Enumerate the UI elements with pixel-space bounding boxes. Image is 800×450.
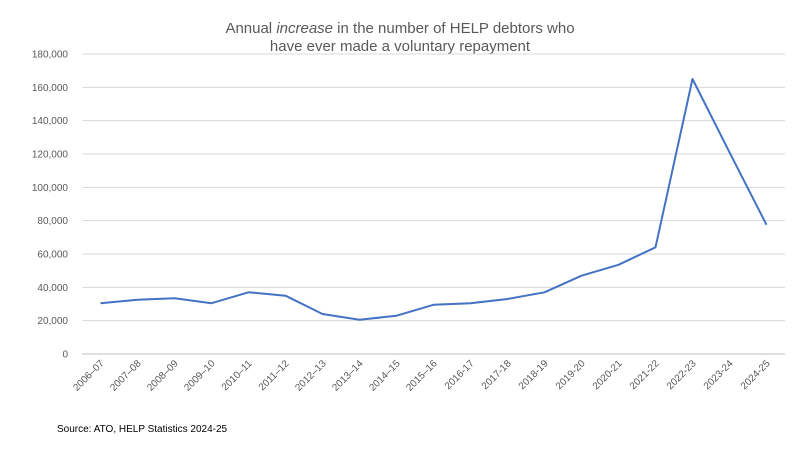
x-tick-label: 2014–15 (367, 358, 403, 394)
x-tick-label: 2008–09 (145, 358, 181, 394)
x-tick-label: 2021-22 (628, 358, 662, 392)
y-tick-label: 0 (62, 350, 68, 361)
gridlines (82, 53, 785, 355)
title-text-after: in the number of HELP debtors who (333, 20, 575, 37)
x-tick-label: 2022-23 (665, 358, 699, 392)
y-tick-label: 80,000 (37, 216, 68, 227)
x-tick-label: 2023-24 (702, 358, 736, 392)
y-tick-label: 100,000 (32, 183, 69, 194)
series-group (100, 78, 768, 321)
y-tick-label: 20,000 (37, 316, 68, 327)
chart-title-line-1: Annual increase in the number of HELP de… (0, 20, 800, 37)
y-tick-label: 120,000 (32, 150, 69, 161)
x-axis-tick-labels: 2006–07 2007–08 2008–09 2009–10 2010–11 2011–… (71, 358, 773, 394)
y-tick-label: 180,000 (32, 50, 69, 61)
title-emphasis: increase (276, 20, 334, 37)
x-tick-label: 2017-18 (480, 358, 514, 392)
x-tick-label: 2018-19 (517, 358, 551, 392)
x-tick-label: 2016-17 (443, 358, 477, 392)
x-tick-label: 2019-20 (554, 358, 588, 392)
y-tick-label: 140,000 (32, 116, 69, 127)
x-tick-label: 2012–13 (293, 358, 329, 394)
y-tick-label: 40,000 (37, 283, 68, 294)
x-tick-label: 2013–14 (330, 358, 366, 394)
y-axis-tick-labels: 0 20,000 40,000 60,000 80,000 100,000 120,000 1… (32, 50, 69, 361)
y-tick-label: 160,000 (32, 83, 69, 94)
x-tick-label: 2011–12 (257, 358, 292, 393)
x-tick-label: 2009–10 (182, 358, 218, 394)
x-tick-label: 2024-25 (739, 358, 773, 392)
x-tick-label: 2006–07 (71, 358, 107, 394)
y-tick-label: 60,000 (37, 250, 68, 261)
x-tick-label: 2010–11 (220, 358, 255, 393)
x-tick-label: 2007–08 (108, 358, 144, 394)
series-line (100, 78, 768, 321)
chart-title-line-2: have ever made a voluntary repayment (269, 38, 531, 55)
x-tick-label: 2020-21 (591, 358, 625, 392)
title-text-before: Annual (225, 20, 277, 37)
x-tick-label: 2015–16 (404, 358, 440, 394)
source-note: Source: ATO, HELP Statistics 2024-25 (57, 424, 228, 435)
